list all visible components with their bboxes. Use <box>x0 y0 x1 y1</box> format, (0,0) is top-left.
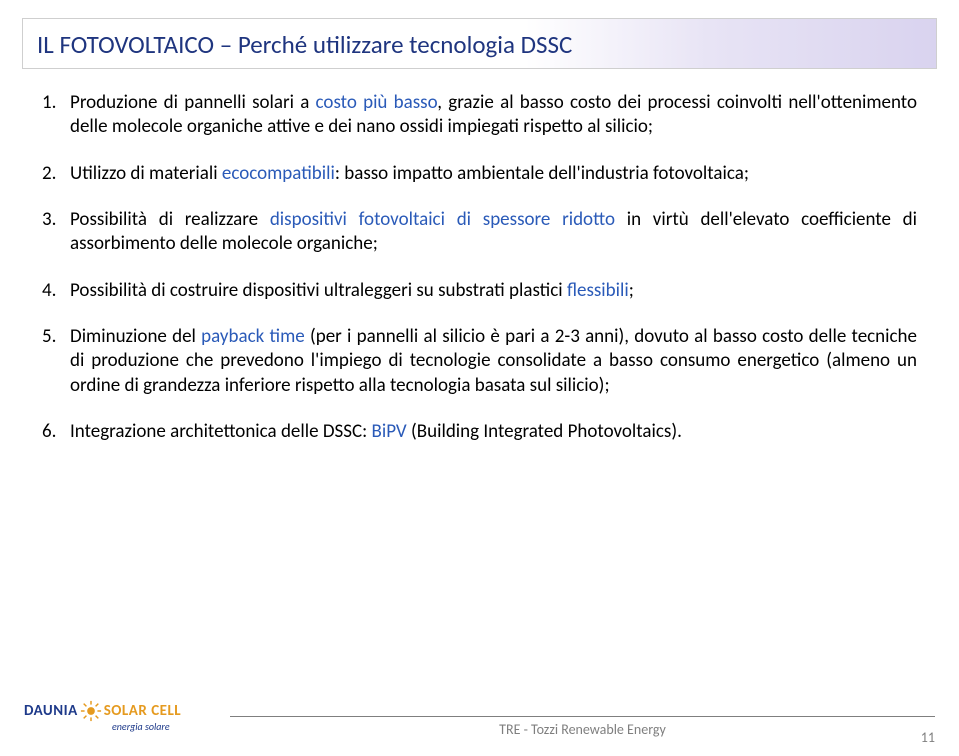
sun-icon <box>80 700 102 722</box>
list-item: Possibilità di realizzare dispositivi fo… <box>42 208 917 257</box>
text: Utilizzo di materiali <box>70 162 222 185</box>
highlight-text: BiPV <box>372 420 407 443</box>
text: Diminuzione del <box>70 325 201 348</box>
slide-title: IL FOTOVOLTAICO – Perché utilizzare tecn… <box>37 29 922 60</box>
slide: IL FOTOVOLTAICO – Perché utilizzare tecn… <box>0 18 959 756</box>
bullet-list: Produzione di pannelli solari a costo pi… <box>42 91 917 444</box>
list-item: Utilizzo di materiali ecocompatibili: ba… <box>42 162 917 186</box>
text: : basso impatto ambientale dell'industri… <box>335 162 749 185</box>
text: Possibilità di costruire dispositivi ult… <box>70 279 567 302</box>
highlight-text: payback time <box>201 325 305 348</box>
text: (Building Integrated Photovoltaics). <box>407 420 682 443</box>
title-bar: IL FOTOVOLTAICO – Perché utilizzare tecn… <box>22 18 937 69</box>
logo-text-right: SOLAR CELL <box>104 702 181 720</box>
text: Integrazione architettonica delle DSSC: <box>70 420 372 443</box>
text: Possibilità di realizzare <box>70 208 270 231</box>
highlight-text: flessibili <box>567 279 629 302</box>
text: Produzione di pannelli solari a <box>70 91 316 114</box>
logo-text-left: DAUNIA <box>24 702 78 720</box>
footer-line-area: TRE - Tozzi Renewable Energy <box>230 716 935 738</box>
list-item: Possibilità di costruire dispositivi ult… <box>42 279 917 303</box>
list-item: Produzione di pannelli solari a costo pi… <box>42 91 917 140</box>
text: ; <box>629 279 634 302</box>
highlight-text: ecocompatibili <box>222 162 335 185</box>
logo-top-row: DAUNIA <box>24 700 216 722</box>
footer-divider <box>230 716 935 717</box>
logo: DAUNIA <box>24 700 216 746</box>
footer-text: TRE - Tozzi Renewable Energy <box>230 721 935 738</box>
footer: DAUNIA <box>0 694 959 756</box>
highlight-text: dispositivi fotovoltaici di spessore rid… <box>270 208 615 231</box>
list-item: Integrazione architettonica delle DSSC: … <box>42 420 917 444</box>
highlight-text: costo più basso <box>316 91 438 114</box>
content-area: Produzione di pannelli solari a costo pi… <box>42 91 917 444</box>
logo-tagline: energia solare <box>112 720 216 733</box>
list-item: Diminuzione del payback time (per i pann… <box>42 325 917 398</box>
